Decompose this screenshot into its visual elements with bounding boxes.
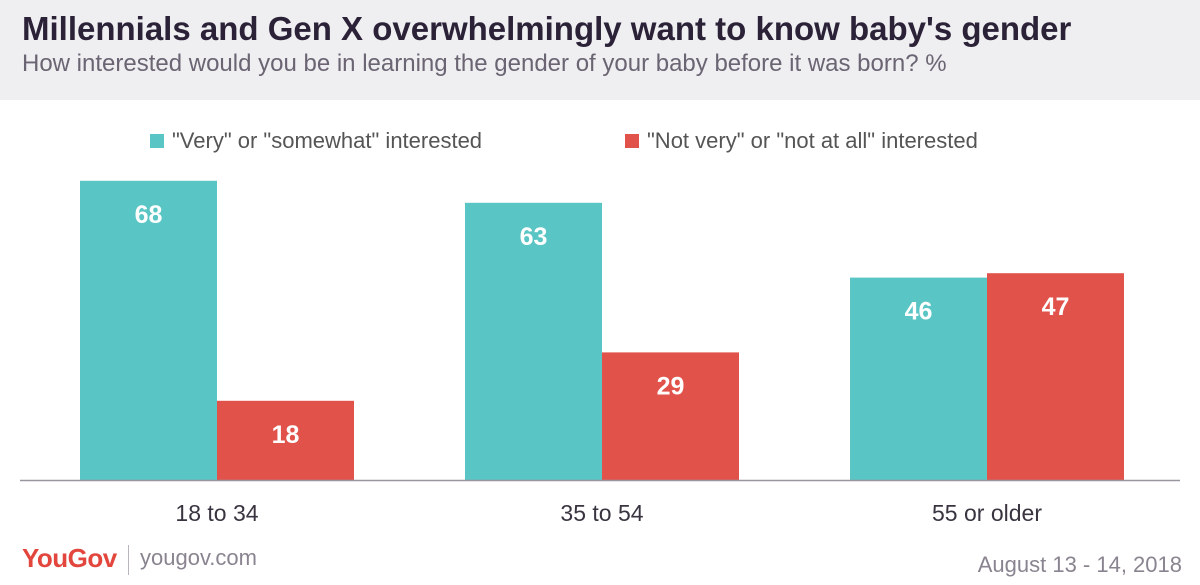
bar-interested-1	[465, 202, 602, 481]
bar-not-interested-2	[987, 273, 1124, 480]
data-label: 63	[520, 223, 548, 251]
data-label: 47	[1042, 293, 1070, 321]
legend-label-interested: "Very" or "somewhat" interested	[172, 128, 483, 153]
page-title: Millennials and Gen X overwhelmingly wan…	[22, 10, 1072, 47]
bar-not-interested-0	[217, 400, 354, 480]
legend-item-not-interested: "Not very" or "not at all" interested	[625, 128, 978, 154]
bar-interested-2	[850, 277, 987, 480]
chart-legend: "Very" or "somewhat" interested "Not ver…	[0, 128, 1200, 158]
data-label: 29	[657, 372, 685, 400]
bar-not-interested-1	[602, 352, 739, 480]
legend-swatch-interested	[150, 134, 164, 148]
x-tick-label: 55 or older	[932, 500, 1042, 526]
data-label: 46	[905, 298, 933, 326]
x-tick-label: 35 to 54	[560, 500, 643, 526]
data-label: 68	[135, 201, 163, 229]
x-tick-label: 18 to 34	[175, 500, 258, 526]
survey-date: August 13 - 14, 2018	[977, 552, 1182, 577]
footer-divider	[128, 545, 129, 575]
page-subtitle: How interested would you be in learning …	[22, 50, 947, 77]
header-band: Millennials and Gen X overwhelmingly wan…	[0, 0, 1200, 100]
legend-label-not-interested: "Not very" or "not at all" interested	[647, 128, 978, 153]
legend-item-interested: "Very" or "somewhat" interested	[150, 128, 482, 154]
footer-url: yougov.com	[140, 545, 257, 570]
legend-swatch-not-interested	[625, 134, 639, 148]
bar-interested-0	[80, 180, 217, 481]
yougov-logo: YouGov	[22, 543, 117, 573]
data-label: 18	[272, 421, 300, 449]
